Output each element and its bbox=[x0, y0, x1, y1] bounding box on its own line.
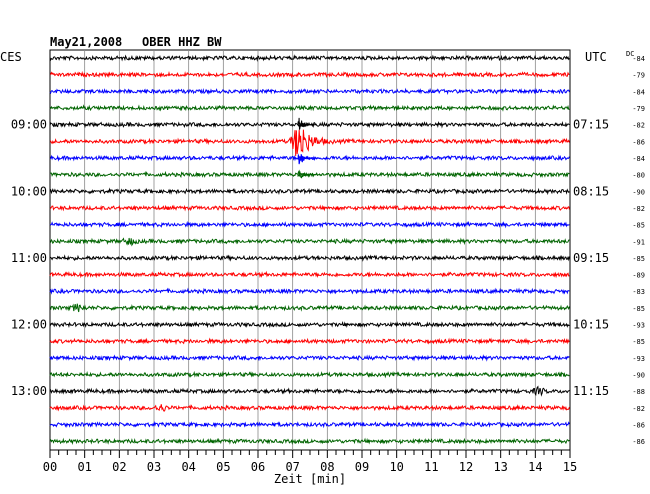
x-tick-label: 13 bbox=[493, 460, 507, 474]
dc-offset-label: -89 bbox=[632, 272, 645, 280]
dc-offset-label: -91 bbox=[632, 238, 645, 246]
trace-13 bbox=[49, 270, 570, 279]
right-timezone-label: UTC bbox=[585, 50, 607, 64]
right-time-label: 07:15 bbox=[573, 118, 609, 132]
trace-17 bbox=[49, 337, 570, 346]
x-tick-label: 09 bbox=[355, 460, 369, 474]
dc-offset-label: -90 bbox=[632, 188, 645, 196]
trace-group bbox=[49, 54, 570, 445]
left-time-label: 12:00 bbox=[11, 318, 47, 332]
dc-header-label: DC bbox=[626, 50, 634, 58]
dc-offset-label: -85 bbox=[632, 255, 645, 263]
x-tick-label: 10 bbox=[389, 460, 403, 474]
dc-offset-label: -82 bbox=[632, 405, 645, 413]
trace-15 bbox=[49, 303, 570, 313]
x-axis-label: Zeit [min] bbox=[274, 472, 346, 486]
x-tick-label: 01 bbox=[77, 460, 91, 474]
x-axis-tick-labels: 00 01 02 03 04 05 06 07 08 09 10 11 12 13 14 15 bbox=[43, 460, 577, 474]
x-tick-label: 11 bbox=[424, 460, 438, 474]
x-tick-label: 04 bbox=[181, 460, 195, 474]
x-tick-label: 12 bbox=[459, 460, 473, 474]
dc-offset-label: -86 bbox=[632, 438, 645, 446]
left-time-labels: 09:00 10:00 11:00 12:00 13:00 bbox=[11, 118, 47, 399]
dc-offset-label: -80 bbox=[632, 172, 645, 180]
dc-offset-label: -82 bbox=[632, 122, 645, 130]
dc-offset-label: -90 bbox=[632, 372, 645, 380]
chart-station: OBER HHZ BW bbox=[142, 35, 222, 49]
x-tick-label: 06 bbox=[251, 460, 265, 474]
trace-6 bbox=[49, 154, 570, 162]
dc-offset-label: -86 bbox=[632, 422, 645, 430]
x-tick-label: 05 bbox=[216, 460, 230, 474]
dc-offset-label: -93 bbox=[632, 355, 645, 363]
right-time-label: 11:15 bbox=[573, 384, 609, 398]
right-time-label: 09:15 bbox=[573, 251, 609, 265]
left-time-label: 13:00 bbox=[11, 384, 47, 398]
left-timezone-label: CES bbox=[0, 50, 22, 64]
x-tick-label: 14 bbox=[528, 460, 542, 474]
trace-4 bbox=[49, 120, 570, 129]
trace-20 bbox=[49, 385, 570, 397]
x-tick-label: 02 bbox=[112, 460, 126, 474]
chart-date: May21,2008 bbox=[50, 35, 122, 49]
x-tick-label: 08 bbox=[320, 460, 334, 474]
dc-offset-label: -84 bbox=[632, 155, 645, 163]
dc-offset-label: -79 bbox=[632, 72, 645, 80]
trace-3 bbox=[49, 104, 570, 112]
trace-21 bbox=[49, 404, 570, 413]
trace-23 bbox=[49, 437, 570, 445]
minute-gridlines bbox=[84, 50, 536, 450]
event-spillover-0-trace-7 bbox=[297, 169, 317, 179]
left-time-label: 09:00 bbox=[11, 118, 47, 132]
dc-offset-label: -85 bbox=[632, 305, 645, 313]
trace-10 bbox=[49, 220, 570, 229]
right-time-labels: 07:15 08:15 09:15 10:15 11:15 bbox=[573, 118, 609, 399]
trace-22 bbox=[49, 420, 570, 429]
dc-offset-label: -84 bbox=[632, 88, 645, 96]
trace-2 bbox=[49, 87, 570, 96]
trace-11 bbox=[49, 237, 570, 247]
trace-7 bbox=[49, 170, 570, 179]
dc-offset-label: -82 bbox=[632, 205, 645, 213]
event-spillover-0-trace-6 bbox=[297, 153, 317, 165]
event-spillover-0-trace-4 bbox=[297, 117, 317, 130]
trace-18 bbox=[49, 354, 570, 362]
dc-offset-label: -84 bbox=[632, 55, 645, 63]
x-tick-label: 00 bbox=[43, 460, 57, 474]
trace-12 bbox=[50, 254, 570, 262]
x-tick-label: 07 bbox=[285, 460, 299, 474]
trace-8 bbox=[49, 187, 570, 196]
left-time-label: 10:00 bbox=[11, 184, 47, 198]
right-time-label: 08:15 bbox=[573, 184, 609, 198]
trace-16 bbox=[49, 321, 570, 329]
trace-1 bbox=[49, 70, 570, 79]
trace-5 bbox=[49, 129, 570, 157]
dc-offset-label: -85 bbox=[632, 222, 645, 230]
dc-offset-label: -86 bbox=[632, 138, 645, 146]
trace-9 bbox=[49, 204, 570, 212]
x-tick-label: 15 bbox=[563, 460, 577, 474]
right-time-label: 10:15 bbox=[573, 318, 609, 332]
dc-offset-label: -79 bbox=[632, 105, 645, 113]
trace-0 bbox=[49, 54, 570, 62]
dc-offset-label: -83 bbox=[632, 288, 645, 296]
x-axis-ticks bbox=[49, 450, 571, 458]
trace-19 bbox=[49, 370, 570, 379]
dc-offset-label: -93 bbox=[632, 322, 645, 330]
x-tick-label: 03 bbox=[147, 460, 161, 474]
dc-offset-label: -85 bbox=[632, 338, 645, 346]
trace-14 bbox=[49, 287, 570, 295]
dc-offset-label: -88 bbox=[632, 388, 645, 396]
left-time-label: 11:00 bbox=[11, 251, 47, 265]
dc-offset-labels: -84 -79 -84 -79 -82 -86 -84 -80 -90 -82 -85 -91 -85 -… bbox=[632, 55, 645, 446]
